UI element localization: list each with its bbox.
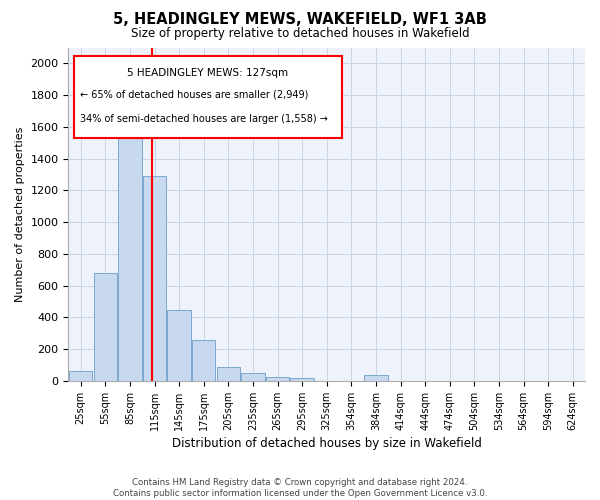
Y-axis label: Number of detached properties: Number of detached properties — [15, 126, 25, 302]
Bar — [143, 176, 166, 381]
X-axis label: Distribution of detached houses by size in Wakefield: Distribution of detached houses by size … — [172, 437, 482, 450]
FancyBboxPatch shape — [74, 56, 342, 138]
Bar — [69, 372, 92, 381]
Bar — [118, 120, 142, 381]
Text: ← 65% of detached houses are smaller (2,949): ← 65% of detached houses are smaller (2,… — [80, 89, 308, 99]
Bar — [217, 368, 240, 381]
Bar — [167, 310, 191, 381]
Bar — [192, 340, 215, 381]
Bar — [364, 376, 388, 381]
Text: Size of property relative to detached houses in Wakefield: Size of property relative to detached ho… — [131, 28, 469, 40]
Bar — [290, 378, 314, 381]
Bar — [241, 373, 265, 381]
Text: Contains HM Land Registry data © Crown copyright and database right 2024.
Contai: Contains HM Land Registry data © Crown c… — [113, 478, 487, 498]
Text: 34% of semi-detached houses are larger (1,558) →: 34% of semi-detached houses are larger (… — [80, 114, 328, 124]
Bar — [94, 273, 117, 381]
Text: 5, HEADINGLEY MEWS, WAKEFIELD, WF1 3AB: 5, HEADINGLEY MEWS, WAKEFIELD, WF1 3AB — [113, 12, 487, 28]
Text: 5 HEADINGLEY MEWS: 127sqm: 5 HEADINGLEY MEWS: 127sqm — [127, 68, 289, 78]
Bar — [266, 377, 289, 381]
